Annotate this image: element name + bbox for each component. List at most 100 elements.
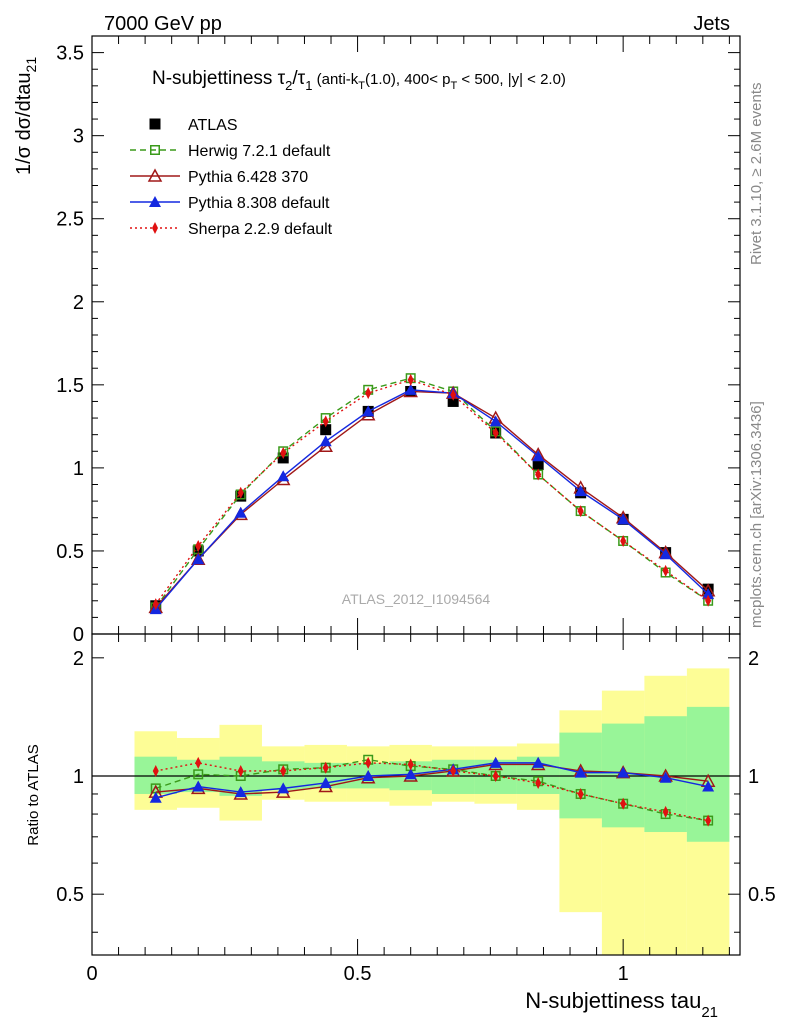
main-point	[234, 506, 247, 518]
ratio-point	[280, 764, 287, 777]
ratio-point	[152, 764, 159, 777]
main-point	[659, 548, 672, 560]
ratio-point	[404, 768, 417, 780]
ratio-frame	[91, 633, 741, 956]
legend-label: Pythia 8.308 default	[188, 195, 330, 212]
ratio-point	[702, 780, 715, 792]
main-point	[195, 539, 202, 552]
ratio-y-tick-label: 2	[73, 648, 84, 670]
main-y-tick-label: 3	[73, 126, 84, 148]
y-axis-label-main: 1/σ dσ/dtau21	[13, 57, 39, 175]
ratio-point	[450, 764, 457, 777]
main-series-sherpa-2-2-9-default	[152, 373, 712, 611]
ratio-series-line	[155, 762, 709, 799]
ratio-x-tick-label: 1	[618, 963, 629, 985]
main-point	[319, 435, 332, 447]
main-point	[192, 553, 205, 565]
ratio-point	[407, 758, 414, 771]
main-y-tick-label: 1	[73, 458, 84, 480]
main-y-tick-label: 2	[73, 292, 84, 314]
legend-entry: Sherpa 2.2.9 default	[130, 221, 333, 238]
main-point	[617, 513, 630, 525]
main-point	[447, 395, 459, 407]
main-point	[532, 459, 544, 471]
ratio-y-tick-label-right: 2	[748, 648, 759, 670]
ratio-point	[319, 776, 332, 788]
main-y-tick-label: 0	[73, 624, 84, 646]
legend-marker	[147, 168, 163, 182]
main-point	[702, 588, 715, 600]
main-y-tick-label: 2.5	[56, 209, 84, 231]
legend-entry: Pythia 6.428 370	[130, 168, 308, 186]
main-series-line	[155, 390, 709, 608]
chart-title-paren3: < 500, |y| < 2.0)	[457, 71, 566, 88]
main-y-tick-label: 0.5	[56, 541, 84, 563]
chart-title-slash: /τ	[292, 68, 305, 89]
header-left: 7000 GeV pp	[104, 13, 222, 35]
x-axis-label-sub: 21	[701, 1004, 718, 1021]
legend-entry: Pythia 8.308 default	[130, 195, 330, 212]
y-axis-label-main-sub: 21	[23, 57, 39, 73]
main-series-pythia-6-428-370	[148, 383, 716, 614]
legend-entry: Herwig 7.2.1 default	[130, 143, 331, 160]
legend-label: Pythia 6.428 370	[188, 169, 308, 186]
ratio-point	[535, 776, 542, 789]
main-point	[662, 564, 669, 577]
ratio-series-sherpa-2-2-9-default	[152, 756, 712, 827]
ratio-point	[574, 766, 587, 778]
y-axis-label-ratio: Ratio to ATLAS	[25, 744, 42, 845]
main-point	[620, 534, 627, 547]
legend-label: ATLAS	[188, 117, 238, 134]
legend: ATLAS Herwig 7.2.1 default Pythia 6.428 37…	[130, 117, 333, 238]
main-series-atlas	[150, 385, 714, 612]
ratio-panel: 0.5 0.5 1 1 2 2 0 0.5 1	[56, 633, 776, 985]
ratio-point	[234, 786, 247, 798]
ratio-y-tick-label: 0.5	[56, 884, 84, 906]
ratio-point	[620, 797, 627, 810]
main-point	[705, 594, 712, 607]
ratio-point	[492, 770, 499, 783]
ratio-point	[277, 782, 290, 794]
ratio-series-pythia-8-308-default	[149, 756, 715, 803]
y-axis-label-main-text: 1/σ dσ/dtau	[13, 72, 35, 175]
ratio-point	[532, 756, 545, 768]
main-point	[492, 427, 499, 440]
main-point	[489, 415, 502, 427]
chart-title-paren1: (anti-k	[312, 71, 358, 88]
ratio-y-tick-label-right: 1	[748, 766, 759, 788]
main-point	[450, 388, 457, 401]
main-point	[407, 373, 414, 386]
ratio-point	[489, 756, 502, 768]
ratio-series-line	[155, 759, 709, 822]
ratio-point	[365, 756, 372, 769]
ratio-point	[193, 769, 204, 780]
main-point	[322, 415, 329, 428]
main-series-pythia-8-308-default	[149, 383, 715, 615]
ratio-point	[149, 791, 162, 803]
rivet-label: Rivet 3.1.10, ≥ 2.6M events	[748, 83, 765, 266]
main-point	[532, 450, 545, 462]
legend-marker	[152, 222, 158, 234]
main-y-tick-label: 3.5	[56, 43, 84, 65]
ratio-series-line	[155, 762, 709, 822]
ratio-point	[617, 766, 630, 778]
ratio-point	[192, 780, 205, 792]
ratio-x-tick-label: 0.5	[344, 963, 372, 985]
chart-title-subT2: T	[451, 80, 458, 92]
legend-marker	[149, 118, 161, 130]
x-axis-label-text: N-subjettiness tau	[525, 988, 701, 1013]
main-point	[574, 485, 587, 497]
legend-marker	[150, 145, 160, 155]
chart-title-paren2: (1.0), 400< p	[365, 71, 450, 88]
ratio-point	[662, 805, 669, 818]
main-point	[152, 598, 159, 611]
watermark: ATLAS_2012_I1094564	[342, 591, 491, 607]
main-point	[362, 405, 375, 417]
header-right: Jets	[693, 13, 730, 35]
main-point	[535, 468, 542, 481]
main-series-line	[155, 377, 709, 608]
main-point	[237, 486, 244, 499]
chart-title-sub2: 2	[285, 78, 292, 93]
main-series-line	[155, 389, 709, 610]
